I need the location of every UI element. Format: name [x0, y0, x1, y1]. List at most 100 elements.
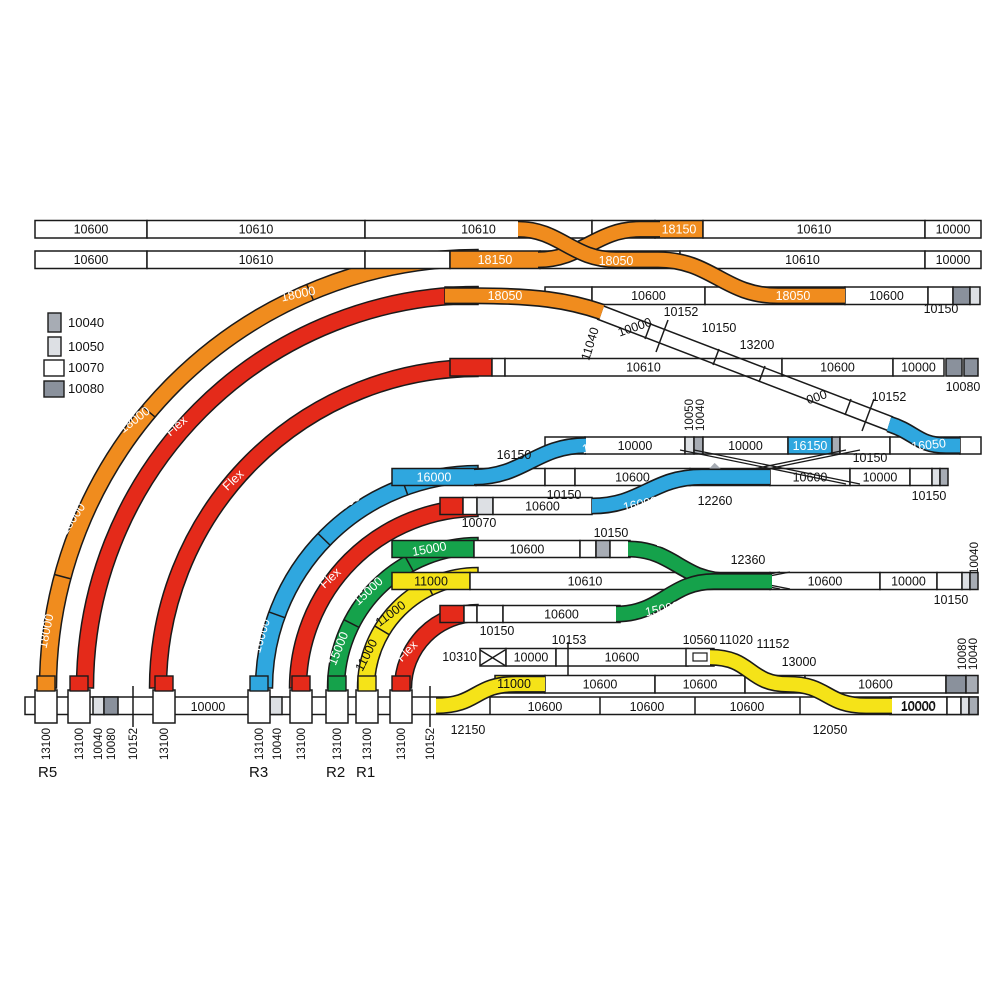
legend-label: 10050	[68, 339, 104, 354]
annotation: 13100	[159, 728, 171, 760]
ring-divider	[141, 405, 156, 418]
annotation: R1	[356, 764, 375, 781]
track-segment	[939, 467, 949, 487]
annotation: 10080	[106, 728, 118, 760]
track-segment-label: 10610	[626, 361, 661, 375]
annotation: 10000	[901, 700, 936, 714]
track-segment	[595, 539, 611, 559]
annotation: 10152	[664, 305, 699, 319]
track-segment	[945, 357, 963, 377]
legend-swatch	[43, 380, 65, 398]
annotation: 16050	[911, 436, 947, 454]
legend-swatch	[47, 336, 62, 357]
track-segment	[963, 357, 979, 377]
annotation: 10153	[552, 633, 587, 647]
annotation: 13100	[332, 728, 344, 760]
ring-end-cap	[327, 675, 347, 692]
detail-rect	[692, 652, 708, 662]
track-segment-label: 10600	[820, 361, 855, 375]
ring-end-cap	[36, 675, 56, 692]
track-segment-label: 10600	[544, 607, 579, 621]
ring-divider	[317, 532, 331, 546]
track-segment	[892, 357, 945, 377]
annotation: 10050	[684, 399, 696, 431]
track-segment	[924, 219, 982, 239]
turnout-box	[34, 689, 58, 724]
legend-label: 10080	[68, 381, 104, 396]
buffer-cross-line	[479, 649, 506, 667]
track-segment	[961, 571, 971, 591]
track-segment	[449, 357, 493, 377]
track-segment	[269, 696, 283, 716]
track-segment	[103, 696, 119, 716]
track-line	[600, 304, 894, 418]
track-segment	[476, 496, 494, 516]
track-segment	[969, 286, 981, 306]
track-segment	[92, 696, 105, 716]
ring-divider	[404, 556, 414, 572]
annotation: 11152	[757, 637, 790, 651]
annotation: 10150	[934, 593, 969, 607]
track-segment-label: 10600	[869, 289, 904, 303]
track-segment-label: 10600	[510, 542, 545, 556]
track-segment	[544, 467, 576, 487]
legend-label: 10040	[68, 315, 104, 330]
track-segment	[463, 604, 478, 624]
annotation: 10150	[547, 488, 582, 502]
annotation: 10600	[630, 700, 665, 714]
annotation: 10560	[683, 633, 718, 647]
annotation: 000	[805, 387, 829, 407]
connector-track	[709, 650, 892, 713]
annotation: 13100	[362, 728, 374, 760]
track-segment-label: 10000	[863, 470, 898, 484]
track-segment-label: 11000	[414, 574, 448, 588]
ring-divider	[54, 573, 72, 580]
track-segment-label: 10000	[514, 651, 549, 665]
connector-track	[537, 222, 660, 267]
legend-swatch	[47, 312, 62, 333]
ring-end-cap	[69, 675, 89, 692]
annotation: 12360	[731, 553, 766, 567]
legend-label: 10070	[68, 360, 104, 375]
track-line	[644, 322, 652, 340]
annotation: 10152	[425, 728, 437, 760]
annotation: 10080	[946, 380, 981, 394]
annotation: 10600	[730, 700, 765, 714]
annotation: 18050	[599, 254, 634, 268]
track-segment	[439, 604, 465, 624]
turnout-box	[389, 689, 413, 724]
track-segment	[476, 604, 504, 624]
track-segment-label: 10600	[605, 651, 640, 665]
annotation: 16000	[622, 494, 659, 514]
annotation: 11000	[497, 677, 531, 691]
ring-end-cap	[391, 675, 411, 692]
track-segment-label: 10600	[858, 678, 893, 692]
annotation: 10040	[93, 728, 105, 760]
turnout-box	[67, 689, 91, 724]
track-segment-label: 16150	[793, 439, 828, 453]
ring-divider	[268, 611, 286, 619]
annotation: 10040	[272, 728, 284, 760]
track-segment-label: 10000	[901, 361, 936, 375]
track-segment	[462, 496, 478, 516]
annotation: 13100	[296, 728, 308, 760]
track-segment	[960, 696, 970, 716]
annotation: 13100	[254, 728, 266, 760]
annotation: 10152	[128, 728, 140, 760]
annotation: 13100	[396, 728, 408, 760]
track-line	[861, 398, 875, 432]
track-segment	[946, 696, 962, 716]
track-segment	[364, 250, 451, 270]
annotation: 15000	[644, 599, 681, 619]
annotation: 16000	[655, 535, 692, 555]
track-segment	[965, 674, 979, 694]
annotation: 15000	[411, 539, 448, 559]
track-segment-label: 10600	[74, 253, 109, 267]
turnout-box	[247, 689, 271, 724]
track-segment-label: 10000	[901, 699, 936, 713]
track-segment	[931, 467, 941, 487]
track-segment	[924, 250, 982, 270]
annotation: 11040	[579, 326, 602, 362]
track-segment-label: 10610	[797, 223, 832, 237]
